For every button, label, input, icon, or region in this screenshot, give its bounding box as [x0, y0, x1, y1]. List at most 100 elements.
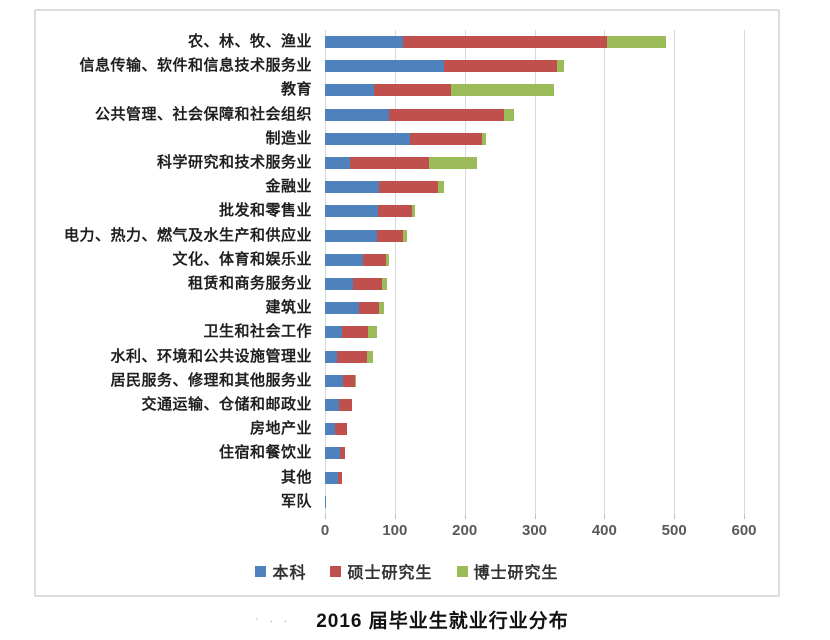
category-label: 军队	[280, 492, 312, 510]
category-label: 信息传输、软件和信息技术服务业	[79, 57, 312, 75]
bar-segment-博士研究生	[379, 302, 384, 315]
bar-row	[325, 248, 745, 272]
bar-segment-硕士研究生	[350, 157, 430, 170]
legend-color-swatch	[456, 565, 468, 577]
bar-segment-硕士研究生	[410, 132, 483, 145]
bar-segment-博士研究生	[355, 374, 356, 387]
bar-segment-本科	[325, 157, 351, 170]
bar-segment-硕士研究生	[341, 326, 368, 339]
bar-segment-本科	[325, 253, 364, 266]
bar-segment-博士研究生	[607, 36, 667, 49]
x-axis-tick-label: 100	[382, 522, 408, 539]
legend-item: 硕士研究生	[330, 559, 432, 583]
category-label: 建筑业	[265, 299, 312, 317]
bar-segment-本科	[325, 181, 380, 194]
stacked-bar	[325, 374, 356, 387]
bar-segment-博士研究生	[503, 108, 514, 121]
bar-row	[325, 393, 745, 417]
bar-segment-博士研究生	[386, 253, 389, 266]
bar-segment-本科	[325, 374, 344, 387]
category-label: 水利、环境和公共设施管理业	[110, 347, 312, 365]
x-axis-tick-label: 500	[661, 522, 687, 539]
gridline	[674, 30, 676, 514]
chart-title-row: · . . 2016 届毕业生就业行业分布	[0, 603, 830, 635]
bar-row	[325, 127, 745, 151]
category-label: 制造业	[265, 129, 312, 147]
bar-segment-硕士研究生	[338, 399, 352, 412]
bar-segment-硕士研究生	[389, 108, 504, 121]
bar-segment-本科	[325, 108, 390, 121]
bar-segment-硕士研究生	[378, 205, 412, 218]
category-label: 农、林、牧、渔业	[187, 33, 312, 50]
plot-area	[325, 30, 745, 519]
gridline	[464, 30, 466, 514]
category-label: 卫生和社会工作	[203, 323, 312, 341]
bar-segment-本科	[325, 36, 404, 49]
axis-tickmark	[534, 514, 536, 519]
bar-row	[325, 466, 745, 490]
axis-tickmark	[674, 514, 676, 519]
bar-row	[325, 78, 745, 102]
bar-segment-硕士研究生	[376, 229, 404, 242]
chart-title: 2016 届毕业生就业行业分布	[316, 610, 569, 632]
bar-segment-本科	[325, 278, 353, 291]
bar-segment-硕士研究生	[403, 36, 608, 49]
axis-tickmark	[464, 514, 466, 519]
bar-segment-博士研究生	[556, 60, 564, 73]
bar-segment-本科	[325, 302, 359, 315]
bar-segment-博士研究生	[411, 205, 416, 218]
category-label: 房地产业	[249, 420, 312, 438]
bar-segment-博士研究生	[482, 132, 486, 145]
stacked-bar	[325, 132, 486, 145]
bar-segment-硕士研究生	[443, 60, 557, 73]
bar-segment-本科	[325, 447, 340, 460]
stacked-bar	[325, 278, 388, 291]
stacked-bar	[325, 399, 352, 412]
gridline	[744, 30, 745, 514]
x-axis-tick-label: 400	[591, 522, 617, 539]
bar-segment-本科	[325, 205, 379, 218]
stacked-bar	[325, 60, 564, 73]
bar-row	[325, 345, 745, 369]
bar-segment-本科	[325, 399, 339, 412]
bar-segment-本科	[325, 132, 411, 145]
bar-segment-博士研究生	[366, 350, 374, 363]
stacked-bar	[325, 326, 377, 339]
axis-tickmark	[744, 514, 745, 519]
bar-segment-本科	[325, 229, 377, 242]
bar-segment-本科	[325, 471, 339, 484]
bar-segment-博士研究生	[438, 181, 444, 194]
bar-row	[325, 320, 745, 344]
bar-segment-博士研究生	[429, 157, 477, 170]
category-label: 其他	[280, 468, 312, 486]
bar-row	[325, 369, 745, 393]
stacked-bar	[325, 205, 416, 218]
bar-segment-博士研究生	[367, 326, 377, 339]
legend-item: 本科	[255, 559, 306, 583]
legend-color-swatch	[255, 565, 267, 577]
bar-segment-本科	[325, 84, 374, 97]
legend: 本科 硕士研究生 博士研究生	[36, 559, 778, 583]
category-label: 电力、热力、燃气及水生产和供应业	[63, 226, 312, 244]
bar-segment-硕士研究生	[334, 423, 347, 436]
bar-segment-本科	[325, 60, 444, 73]
bar-row	[325, 175, 745, 199]
bar-segment-博士研究生	[403, 229, 408, 242]
category-label: 批发和零售业	[218, 202, 312, 220]
chart-frame: 农、林、牧、渔业 信息传输、软件和信息技术服务业 教育 公共管理、社会保障和社会组织制…	[34, 9, 780, 597]
x-axis: 0 100 200 300 400 500 600	[321, 522, 757, 544]
bar-segment-硕士研究生	[358, 302, 380, 315]
stacked-bar	[325, 447, 346, 460]
category-label: 金融业	[265, 178, 312, 196]
bar-segment-硕士研究生	[352, 278, 382, 291]
x-axis-tick-label: 300	[521, 522, 548, 539]
stacked-bar	[325, 253, 389, 266]
bar-row	[325, 54, 745, 78]
bar-segment-硕士研究生	[343, 374, 356, 387]
bar-row	[325, 224, 745, 248]
scan-artifact-dots: · . .	[255, 613, 291, 625]
bar-segment-本科	[325, 350, 337, 363]
stacked-bar	[325, 350, 374, 363]
legend-color-swatch	[330, 565, 342, 577]
